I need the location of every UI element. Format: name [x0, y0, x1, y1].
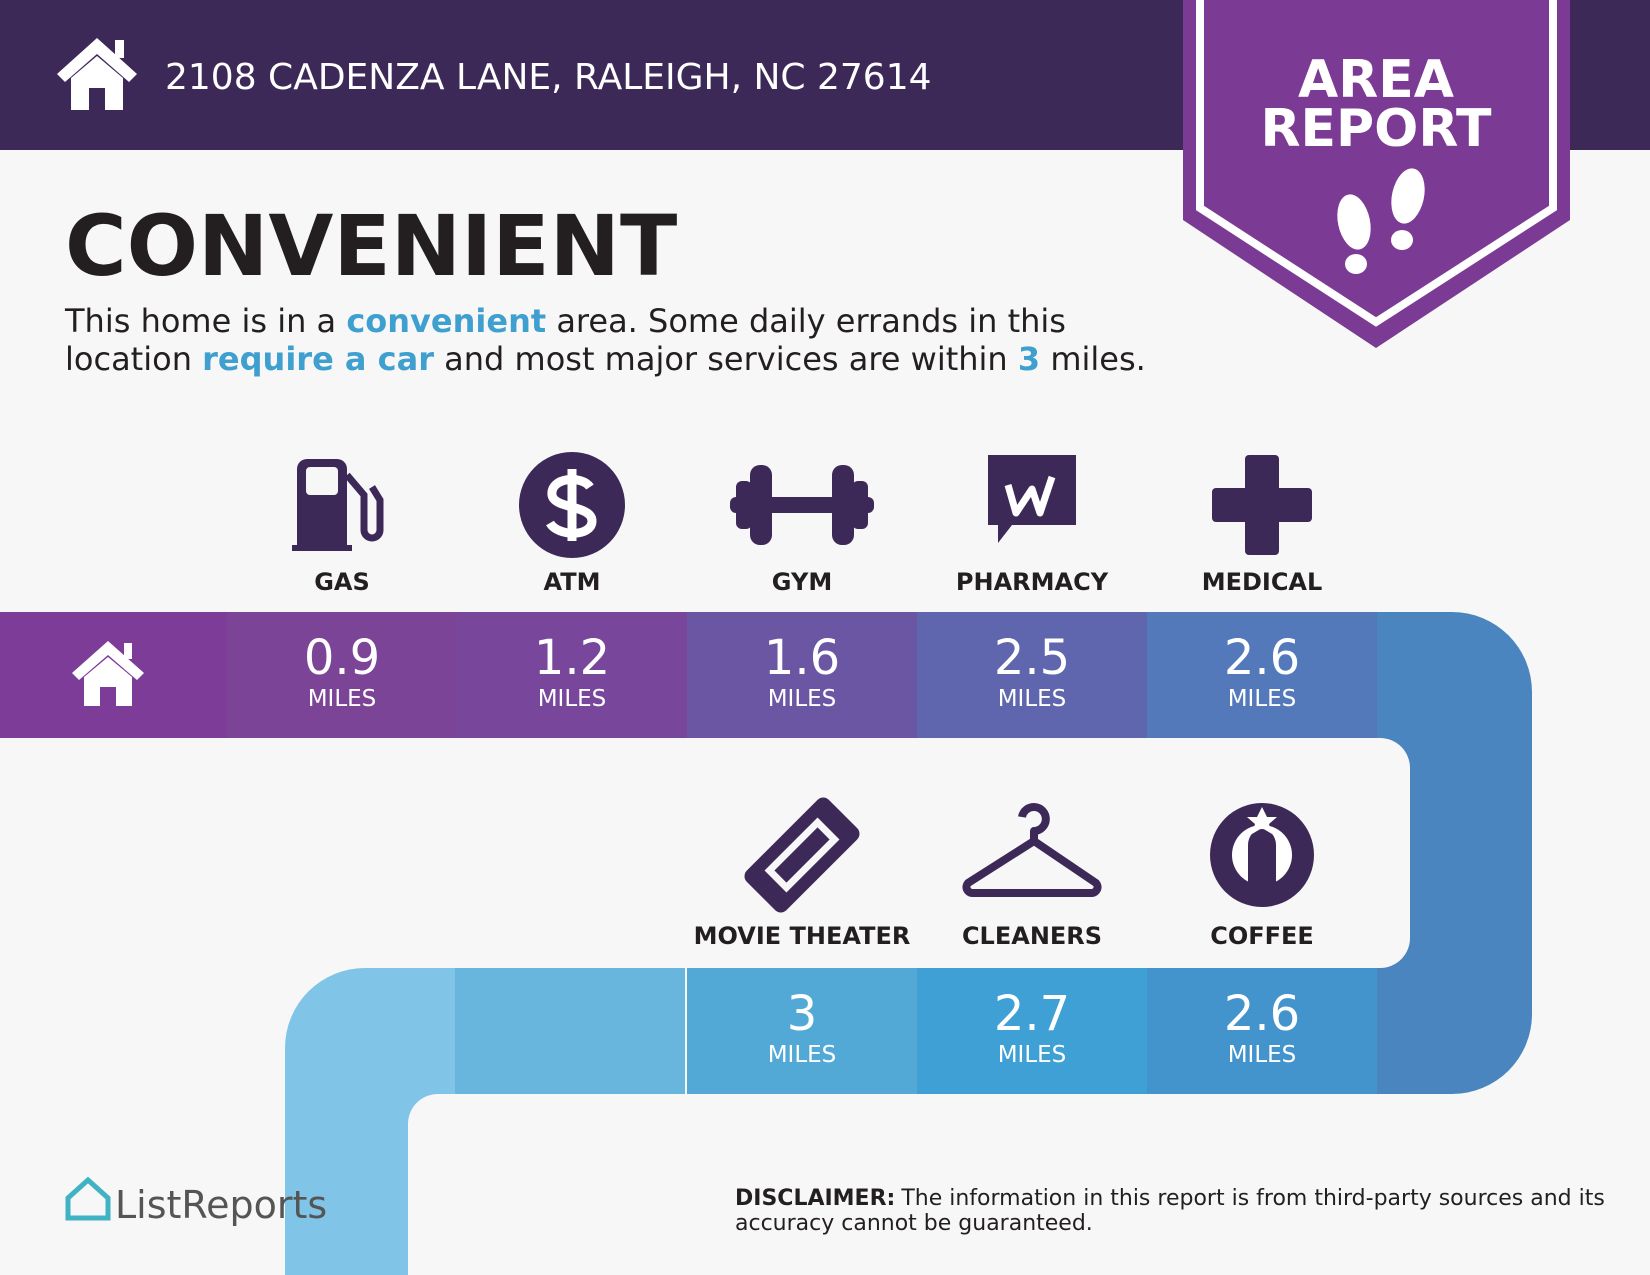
icon [1004, 475, 1056, 517]
band-cell [455, 968, 685, 1094]
amenity-label: COFFEE [1210, 922, 1314, 950]
disclaimer-label: DISCLAIMER: [735, 1186, 895, 1211]
description-line: location require a car and most major se… [65, 340, 1146, 378]
amenity-icon [1210, 803, 1314, 907]
disclaimer-text: accuracy cannot be guaranteed. [735, 1211, 1093, 1236]
brand: ListReports [115, 1183, 327, 1227]
band-cell [1147, 968, 1377, 1094]
amenity-icon [1212, 455, 1312, 555]
amenity-icon [962, 803, 1102, 897]
distance: 2.5 [994, 630, 1070, 686]
distance-unit: MILES [768, 686, 837, 712]
band-home-icon [72, 641, 144, 706]
description: This home is in a convenient area. Some … [64, 302, 1146, 378]
amenity-label: GAS [314, 568, 370, 596]
distance-unit: MILES [1228, 1042, 1297, 1068]
title: CONVENIENT [65, 197, 677, 295]
distance-unit: MILES [998, 686, 1067, 712]
band-cell [917, 612, 1147, 738]
amenity-icon [744, 797, 860, 913]
distance: 2.7 [994, 986, 1070, 1042]
highlight: convenient [346, 302, 546, 340]
amenity-icon [519, 452, 625, 558]
distance-unit: MILES [998, 1042, 1067, 1068]
description-text: area. Some daily errands in this [546, 302, 1066, 340]
band-cell [687, 968, 917, 1094]
band-gap [0, 738, 1410, 968]
description-text: and most major services are within [434, 340, 1018, 378]
icon [344, 472, 384, 542]
listreports-logo [65, 1176, 111, 1221]
amenity-label: MEDICAL [1202, 568, 1323, 596]
amenity-label: GYM [772, 568, 832, 596]
icon [1248, 829, 1276, 885]
amenity-label: PHARMACY [956, 568, 1109, 596]
description-text: This home is in a [64, 302, 346, 340]
highlight: 3 [1018, 340, 1040, 378]
icon [750, 465, 772, 545]
distance-unit: MILES [768, 1042, 837, 1068]
icon [744, 797, 860, 913]
amenities: GAS0.9MILESATM1.2MILESGYM1.6MILESPHARMAC… [227, 452, 1377, 1094]
icon [736, 481, 752, 529]
description-text: location [65, 340, 202, 378]
distance: 2.6 [1224, 986, 1300, 1042]
distance-unit: MILES [308, 686, 377, 712]
amenity-label: MOVIE THEATER [694, 922, 911, 950]
distance: 1.2 [534, 630, 610, 686]
badge-line: AREA [1298, 50, 1454, 110]
distance: 2.6 [1224, 630, 1300, 686]
footprints-icon [1337, 168, 1425, 274]
distance: 1.6 [764, 630, 840, 686]
amenity-label: ATM [544, 568, 601, 596]
band-tail [285, 968, 455, 1275]
amenity-icon [730, 465, 874, 545]
distance-unit: MILES [538, 686, 607, 712]
band-cell [687, 612, 917, 738]
badge-outline [1196, 0, 1557, 327]
icon [546, 469, 597, 541]
band-turn [1377, 612, 1532, 1094]
highlight: require a car [202, 340, 434, 378]
band-cell [917, 968, 1147, 1094]
icon [764, 817, 840, 893]
header-home-icon [57, 38, 137, 110]
icon [962, 803, 1102, 897]
icon [852, 481, 868, 529]
disclaimer-text: The information in this report is from t… [900, 1186, 1604, 1211]
distance: 0.9 [304, 630, 380, 686]
icon [306, 467, 338, 495]
badge-line: REPORT [1260, 99, 1492, 159]
description-line: This home is in a convenient area. Some … [64, 302, 1066, 340]
icon [1212, 488, 1312, 522]
band-cell [1147, 612, 1377, 738]
description-text: miles. [1040, 340, 1146, 378]
amenity-icon [292, 459, 384, 551]
icon [832, 465, 854, 545]
address: 2108 CADENZA LANE, RALEIGH, NC 27614 [165, 57, 932, 98]
band-cell [457, 612, 687, 738]
amenity-label: CLEANERS [962, 922, 1102, 950]
band-cell [227, 612, 457, 738]
icon [1247, 807, 1277, 834]
amenity-icon [988, 455, 1076, 543]
distance-unit: MILES [1228, 686, 1297, 712]
distance: 3 [787, 986, 818, 1042]
